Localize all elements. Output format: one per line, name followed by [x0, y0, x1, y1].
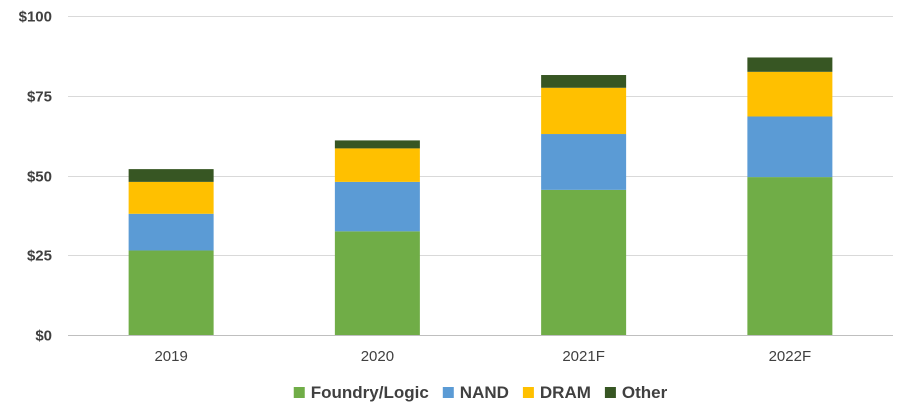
legend-label: NAND: [460, 383, 509, 402]
legend: Foundry/Logic NAND DRAM Other: [293, 383, 668, 402]
bar-stack-2021f: [541, 75, 627, 335]
bar-segment-nand: [747, 116, 833, 178]
bar-segment-dram: [334, 148, 420, 182]
bar-stack-2019: [128, 169, 214, 335]
bar-segment-dram: [128, 181, 214, 214]
y-tick-label: $0: [35, 328, 52, 345]
bar-segment-dram: [541, 87, 627, 135]
legend-swatch: [293, 387, 305, 398]
bar-segment-other: [747, 57, 833, 72]
legend-label: Other: [622, 383, 668, 402]
x-tick-label: 2021F: [562, 348, 605, 365]
bar-segment-foundry-logic: [747, 177, 833, 335]
x-axis-tick-labels: 2019 2020 2021F 2022F: [154, 348, 811, 365]
bar-segment-nand: [541, 134, 627, 190]
bar-segment-other: [128, 169, 214, 182]
y-axis-tick-labels: $0 $25 $50 $75 $100: [19, 9, 52, 345]
bar-segment-other: [334, 140, 420, 149]
bars: [128, 57, 833, 335]
legend-swatch: [442, 387, 454, 398]
bar-segment-nand: [334, 181, 420, 232]
bar-segment-foundry-logic: [334, 231, 420, 335]
bar-segment-dram: [747, 71, 833, 117]
bar-stack-2022f: [747, 57, 833, 335]
bar-segment-foundry-logic: [128, 250, 214, 335]
bar-stack-2020: [334, 140, 420, 335]
legend-item: DRAM: [522, 383, 591, 402]
legend-item: Foundry/Logic: [293, 383, 429, 402]
x-tick-label: 2022F: [769, 348, 812, 365]
legend-item: Other: [604, 383, 668, 402]
x-tick-label: 2019: [154, 348, 187, 365]
bar-segment-other: [541, 75, 627, 88]
x-tick-label: 2020: [361, 348, 394, 365]
y-tick-label: $50: [27, 169, 52, 186]
y-tick-label: $75: [27, 89, 52, 106]
bar-segment-foundry-logic: [541, 189, 627, 335]
legend-label: DRAM: [540, 383, 591, 402]
legend-swatch: [604, 387, 616, 398]
legend-swatch: [522, 387, 534, 398]
legend-item: NAND: [442, 383, 509, 402]
y-tick-label: $100: [19, 9, 52, 26]
legend-label: Foundry/Logic: [311, 383, 429, 402]
y-tick-label: $25: [27, 248, 52, 265]
bar-segment-nand: [128, 213, 214, 251]
